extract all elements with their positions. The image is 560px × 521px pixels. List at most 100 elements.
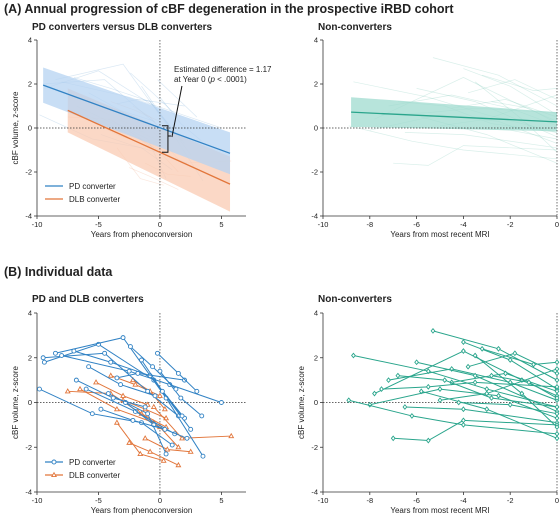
pd-subject-line xyxy=(44,343,192,430)
dlb-subject-point xyxy=(187,448,194,454)
y-tick-label: -2 xyxy=(25,443,32,452)
pd-subject-point xyxy=(37,386,42,392)
pd-subject-point xyxy=(150,364,156,370)
legend-label: DLB converter xyxy=(69,195,120,204)
y-tick-label: 2 xyxy=(314,80,318,89)
non-subject-point xyxy=(554,370,560,377)
non-subject-point xyxy=(367,401,373,408)
non-subject-point xyxy=(461,417,466,424)
pd-subject-point xyxy=(71,348,77,354)
dlb-subject-point xyxy=(147,448,154,454)
x-tick-label: -5 xyxy=(95,220,102,229)
non-subject-point xyxy=(554,377,560,384)
y-tick-label: 4 xyxy=(314,309,318,318)
y-tick-label: -4 xyxy=(25,212,32,221)
non-subject-point xyxy=(554,410,560,417)
non-subject-point xyxy=(503,370,508,377)
panel-b-right: Non-converters -4 -2 0 2 4 -10 -8 -6 -4 -2 0 Years f… xyxy=(297,294,560,515)
dlb-subject-point xyxy=(77,385,83,392)
y-tick-label: -4 xyxy=(311,488,318,497)
pd-subject-point xyxy=(159,388,165,394)
dlb-subject-point xyxy=(113,419,120,425)
non-subject-point xyxy=(507,357,513,363)
pd-subject-point xyxy=(162,426,168,432)
y-tick-label: 4 xyxy=(314,36,318,45)
non-subject-point xyxy=(437,386,443,392)
pd-subject-point xyxy=(59,353,65,358)
bg-non-line xyxy=(404,132,558,149)
annotation-line2: at Year 0 (p < .0001) xyxy=(174,75,247,84)
y-tick-label: -2 xyxy=(311,443,318,452)
x-tick-label: -4 xyxy=(460,220,467,229)
dlb-subject-point xyxy=(120,392,127,398)
x-tick-label: -8 xyxy=(366,220,373,229)
y-tick-label: 2 xyxy=(28,80,32,89)
pd-subject-line xyxy=(39,388,173,446)
pd-subject-point xyxy=(110,395,116,401)
x-tick-label: -8 xyxy=(366,496,373,505)
y-tick-label: -2 xyxy=(25,168,32,177)
non-subject-point xyxy=(425,383,431,390)
legend-marker xyxy=(51,459,57,465)
x-tick-label: -6 xyxy=(413,220,420,229)
y-axis-label: cBF volume, z-score xyxy=(297,365,306,438)
bg-non-line xyxy=(393,145,558,166)
non-fit-line xyxy=(351,111,558,123)
dlb-subject-point xyxy=(179,435,186,441)
pd-subject-point xyxy=(118,382,124,388)
non-subject-point xyxy=(554,359,560,366)
non-subject-point xyxy=(489,372,494,379)
non-subject-point xyxy=(386,377,391,384)
non-subject-line xyxy=(353,355,558,408)
pd-subject-line xyxy=(55,337,204,457)
y-tick-label: -4 xyxy=(25,488,32,497)
pd-subject-point xyxy=(169,442,175,448)
pd-subject-point xyxy=(135,370,141,376)
y-tick-label: 0 xyxy=(28,398,32,407)
x-tick-label: -2 xyxy=(507,220,514,229)
bg-non-line xyxy=(467,79,558,100)
section-b-title: (B) Individual data xyxy=(4,265,113,279)
pd-subject-point xyxy=(86,364,92,370)
non-subject-point xyxy=(484,386,490,392)
pd-subject-point xyxy=(184,435,190,441)
x-axis-label: Years from phenoconversion xyxy=(91,506,193,515)
non-subject-point xyxy=(461,406,466,413)
x-tick-label: 5 xyxy=(219,220,223,229)
non-subject-line xyxy=(397,375,558,408)
panel-a-right: Non-converters -4 -2 0 2 4 -10 -8 -6 -4 -2 0 Years f… xyxy=(311,22,559,239)
non-subject-point xyxy=(507,401,513,408)
non-subject-point xyxy=(472,379,478,386)
pd-subject-point xyxy=(218,400,224,405)
non-subject-line xyxy=(432,330,558,381)
pd-subject-point xyxy=(139,357,144,363)
dlb-subject-point xyxy=(164,446,171,452)
x-tick-label: -10 xyxy=(32,220,43,229)
pd-subject-point xyxy=(127,344,133,350)
y-tick-label: 0 xyxy=(28,124,32,133)
pd-subject-point xyxy=(114,375,120,381)
x-tick-label: -6 xyxy=(413,496,420,505)
bg-non-line xyxy=(463,68,558,116)
pd-subject-point xyxy=(41,359,47,365)
pd-subject-point xyxy=(83,386,89,392)
x-tick-label: 5 xyxy=(219,496,223,505)
dlb-subject-point xyxy=(156,392,163,398)
panel-a-left: PD converters versus DLB converters -4 -2 0… xyxy=(11,22,246,239)
pd-subject-point xyxy=(142,404,148,410)
non-subject-line xyxy=(393,419,558,442)
non-subject-point xyxy=(489,395,494,401)
non-subject-line xyxy=(388,368,558,401)
pd-subject-point xyxy=(152,393,158,399)
dlb-subject-point xyxy=(150,403,157,410)
y-axis-label: cBF volume, z-score xyxy=(11,365,20,438)
non-subject-point xyxy=(395,372,401,379)
pd-subject-point xyxy=(130,417,136,423)
dlb-subject-point xyxy=(132,381,139,387)
non-subject-point xyxy=(379,386,384,392)
non-subject-point xyxy=(554,415,560,422)
non-subject-point xyxy=(372,390,377,397)
non-subject-point xyxy=(512,350,518,357)
y-tick-label: 0 xyxy=(314,398,318,407)
dlb-subject-point xyxy=(107,372,114,378)
